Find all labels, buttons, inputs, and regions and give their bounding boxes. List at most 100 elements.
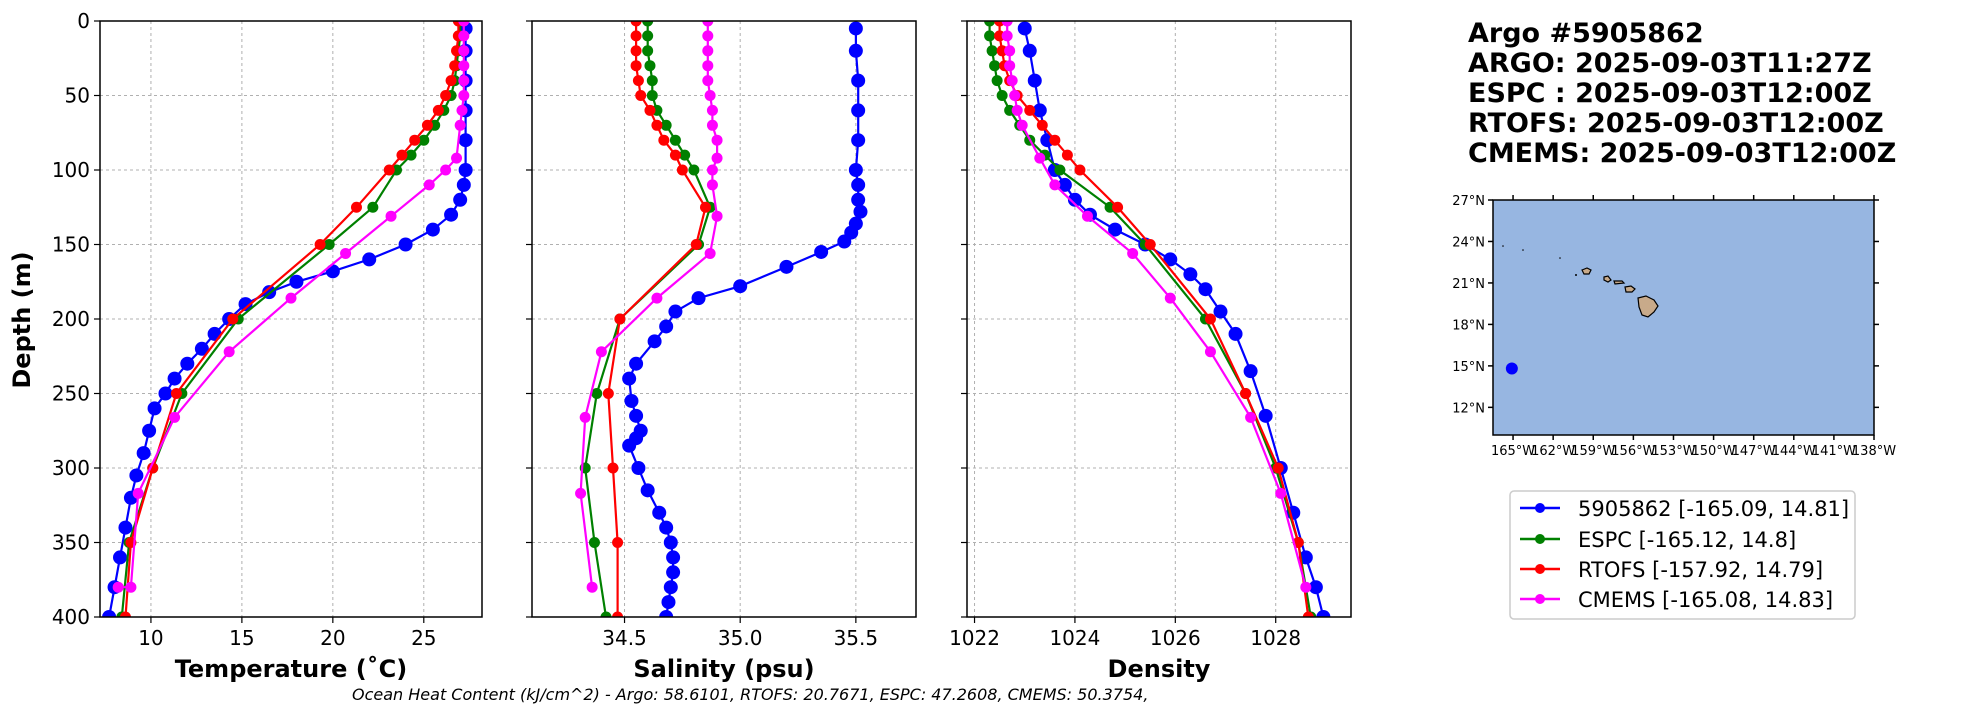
density-point-5905862 [1258,408,1273,423]
salinity-point-espc [642,30,654,42]
x-tick-label: 1022 [949,626,1000,650]
density-point-cmems [1081,210,1093,222]
temperature-point-cmems [340,247,352,259]
density-point-5905862 [1032,103,1047,118]
temperature-point-5905862 [456,177,471,192]
temperature-point-espc [367,201,379,213]
temperature-point-5905862 [458,133,473,148]
y-tick-label: 300 [52,456,90,480]
depth-axis-label: Depth (m) [8,251,36,388]
x-tick-label: 1024 [1049,626,1100,650]
y-tick-label: 200 [52,307,90,331]
density-point-rtofs [996,45,1008,57]
title-line-argo-id: Argo #5905862 [1468,18,1704,49]
x-tick-label: 20 [320,626,345,650]
title-line-argo-time: ARGO: 2025-09-03T11:27Z [1468,48,1872,79]
temperature-point-cmems [285,292,297,304]
temperature-point-cmems [454,119,466,131]
legend-item-espc: ESPC [-165.12, 14.8] [1520,528,1796,552]
density-point-cmems [1049,179,1061,191]
density-point-espc [984,30,996,42]
title-line-espc-time: ESPC : 2025-09-03T12:00Z [1468,78,1872,109]
temperature-axis-label: Temperature (˚C) [175,655,408,683]
legend-label-espc: ESPC [-165.12, 14.8] [1578,528,1796,552]
legend-label-argo: 5905862 [-165.09, 14.81] [1578,497,1849,521]
salinity-point-cmems [702,21,714,27]
salinity-point-5905862 [663,580,678,595]
temperature-point-cmems [458,30,470,42]
salinity-point-cmems [586,581,598,593]
density-point-5905862 [1316,610,1331,617]
salinity-point-rtofs [669,149,681,161]
salinity-point-espc [646,90,658,101]
salinity-point-rtofs [630,21,642,27]
salinity-point-rtofs [602,388,614,399]
salinity-point-5905862 [629,356,644,371]
salinity-point-rtofs [699,201,711,213]
temperature-point-rtofs [383,164,395,176]
salinity-point-cmems [595,346,607,358]
map-lon-label: 156°W [1611,444,1655,459]
salinity-point-cmems [706,179,718,191]
map-lon-label: 141°W [1812,444,1856,459]
legend-item-cmems: CMEMS [-165.08, 14.83] [1520,588,1833,612]
salinity-point-cmems [575,487,587,499]
salinity-point-5905862 [851,73,866,88]
temperature-point-5905862 [444,207,459,222]
ocean-heat-content-footer: Ocean Heat Content (kJ/cm^2) - Argo: 58.… [352,685,1148,704]
density-point-espc [1054,164,1066,176]
legend-marker-cmems [1535,594,1545,604]
density-line-5905862 [1023,28,1325,617]
density-point-rtofs [1074,164,1086,176]
island-hawaii [1637,295,1659,318]
density-point-espc [1004,104,1016,116]
temperature-point-cmems [440,164,452,176]
temperature-point-5905862 [453,192,468,207]
map-lon-label: 159°W [1571,444,1615,459]
salinity-point-espc [679,149,691,161]
salinity-point-5905862 [851,133,866,148]
map-lat-label: 27°N [1452,194,1485,209]
density-point-espc [986,45,998,57]
density-point-cmems [1001,21,1013,27]
y-tick-label: 100 [52,158,90,182]
temperature-point-espc [405,149,417,161]
temperature-point-rtofs [449,60,461,72]
density-point-cmems [1127,247,1139,259]
legend-frame [1509,490,1856,620]
hawaii-islands [1502,245,1659,318]
density-point-5905862 [1067,192,1082,207]
salinity-point-rtofs [612,611,624,617]
temperature-point-cmems [385,210,397,222]
salinity-point-cmems [651,292,663,304]
salinity-point-rtofs [658,134,670,146]
salinity-point-5905862 [663,535,678,550]
map-lat-label: 15°N [1452,360,1485,375]
salinity-point-5905862 [851,103,866,118]
density-point-cmems [1011,104,1023,116]
atoll-2 [1522,249,1524,251]
temperature-point-rtofs [170,388,182,399]
temperature-point-5905862 [118,520,133,535]
atoll-1 [1502,245,1504,247]
temperature-point-cmems [458,45,470,57]
legend-marker-rtofs [1535,564,1545,574]
density-point-cmems [1275,487,1287,499]
density-point-cmems [1034,152,1046,164]
salinity-point-espc [591,388,603,399]
salinity-point-5905862 [666,550,681,565]
temperature-point-5905862 [158,386,173,401]
temperature-point-5905862 [129,468,144,483]
salinity-point-cmems [706,119,718,131]
x-tick-label: 25 [411,626,436,650]
density-point-rtofs [1144,239,1156,250]
temperature-point-rtofs [432,104,444,116]
map-lon-label: 144°W [1772,444,1816,459]
salinity-point-5905862 [622,371,637,386]
density-point-cmems [1006,75,1018,87]
density-point-rtofs [994,30,1006,42]
map-lon-label: 138°W [1852,444,1896,459]
salinity-point-rtofs [676,164,688,176]
density-point-espc [984,21,996,27]
legend: 5905862 [-165.09, 14.81] ESPC [-165.12, … [1509,490,1856,620]
